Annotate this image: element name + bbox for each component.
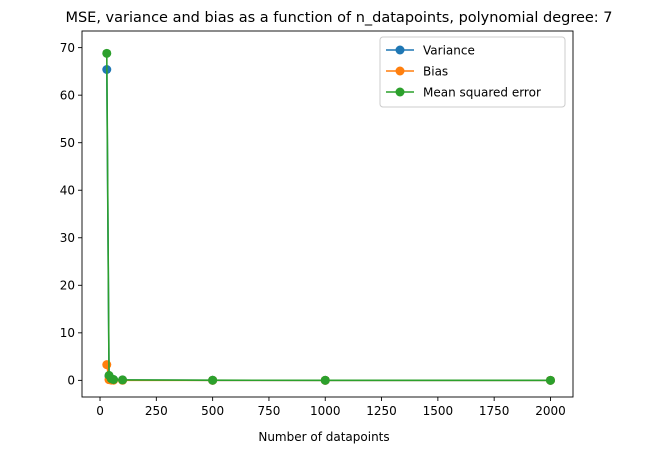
y-tick-label-2: 20 bbox=[60, 279, 75, 293]
x-tick-label-3: 750 bbox=[257, 404, 280, 418]
legend-marker-2 bbox=[395, 87, 405, 97]
data-point-2-3 bbox=[109, 375, 119, 385]
x-tick-label-7: 1750 bbox=[479, 404, 510, 418]
data-point-2-0 bbox=[102, 48, 112, 58]
data-point-2-4 bbox=[118, 375, 128, 385]
series-line-0 bbox=[105, 69, 551, 382]
legend: Variance Bias Mean squared error bbox=[379, 36, 566, 108]
chart-title: MSE, variance and bias as a function of … bbox=[65, 10, 612, 26]
legend-marker-1 bbox=[395, 66, 405, 76]
legend-label-2: Mean squared error bbox=[423, 85, 541, 99]
y-tick-label-5: 50 bbox=[60, 136, 75, 150]
legend-marker-0 bbox=[395, 45, 405, 55]
legend-box bbox=[379, 36, 566, 108]
plot-area bbox=[102, 48, 555, 385]
y-tick-label-0: 0 bbox=[67, 374, 75, 388]
x-tick-label-4: 1000 bbox=[310, 404, 341, 418]
y-tick-label-1: 10 bbox=[60, 326, 75, 340]
y-tick-label-3: 30 bbox=[60, 231, 75, 245]
y-tick-label-4: 40 bbox=[60, 184, 75, 198]
x-tick-label-1: 250 bbox=[145, 404, 168, 418]
data-point-1-0 bbox=[102, 360, 112, 370]
x-tick-label-2: 500 bbox=[201, 404, 224, 418]
x-tick-label-6: 1500 bbox=[423, 404, 454, 418]
axes-frame bbox=[81, 30, 574, 398]
x-tick-label-5: 1250 bbox=[366, 404, 397, 418]
y-tick-label-6: 60 bbox=[60, 88, 75, 102]
data-point-2-5 bbox=[208, 375, 218, 385]
data-point-2-7 bbox=[545, 375, 555, 385]
x-axis-label: Number of datapoints bbox=[258, 430, 389, 444]
data-point-2-6 bbox=[320, 375, 330, 385]
axes: 0 250 500 750 1000 1250 1500 1750 2000 0 10 20 30 40 5… bbox=[60, 30, 574, 418]
legend-label-1: Bias bbox=[423, 64, 448, 78]
y-tick-label-7: 70 bbox=[60, 41, 75, 55]
legend-label-0: Variance bbox=[423, 43, 475, 57]
x-tick-label-0: 0 bbox=[96, 404, 104, 418]
x-tick-label-8: 2000 bbox=[535, 404, 566, 418]
